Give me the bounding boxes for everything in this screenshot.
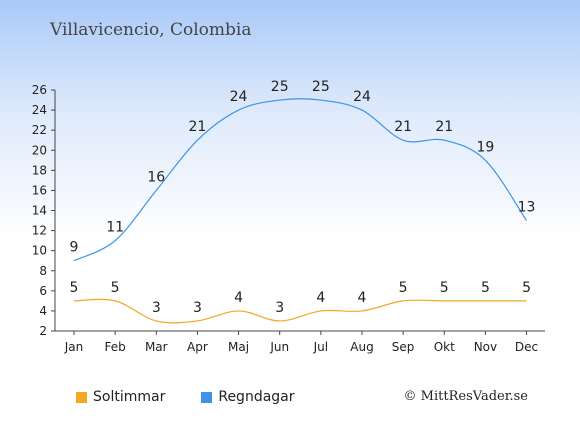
data-label-regndagar: 25	[312, 79, 330, 95]
x-tick-label: Dec	[515, 340, 538, 354]
legend-item-soltimmar: Soltimmar	[76, 389, 165, 405]
data-label-regndagar: 21	[435, 119, 453, 135]
y-tick-label: 6	[39, 284, 47, 298]
y-tick-label: 12	[32, 224, 47, 238]
chart-title: Villavicencio, Colombia	[50, 20, 252, 40]
y-tick-label: 22	[32, 123, 47, 137]
data-label-soltimmar: 5	[399, 280, 408, 296]
x-tick-label: Maj	[228, 340, 249, 354]
y-tick-label: 20	[32, 143, 47, 157]
data-label-soltimmar: 4	[316, 290, 325, 306]
x-tick-label: Feb	[105, 340, 126, 354]
y-tick-label: 4	[39, 304, 47, 318]
y-tick-label: 2	[39, 324, 47, 338]
data-label-soltimmar: 4	[358, 290, 367, 306]
data-label-soltimmar: 4	[234, 290, 243, 306]
y-tick-label: 16	[32, 183, 47, 197]
legend-label-regndagar: Regndagar	[218, 389, 295, 405]
y-tick-label: 8	[39, 264, 47, 278]
legend-label-soltimmar: Soltimmar	[93, 389, 166, 405]
data-label-regndagar: 24	[230, 89, 248, 105]
data-label-soltimmar: 5	[70, 280, 79, 296]
series-line-soltimmar	[73, 298, 527, 324]
x-tick-label: Okt	[434, 340, 455, 354]
x-tick-label: Apr	[187, 340, 208, 354]
x-tick-label: Jul	[313, 340, 328, 354]
data-label-soltimmar: 5	[522, 280, 531, 296]
y-tick-label: 10	[32, 244, 47, 258]
legend-swatch-regndagar	[201, 391, 213, 403]
data-label-regndagar: 16	[147, 169, 165, 185]
x-tick-label: Nov	[474, 340, 497, 354]
data-label-regndagar: 25	[271, 79, 289, 95]
data-label-regndagar: 19	[476, 139, 494, 155]
data-label-regndagar: 13	[518, 200, 536, 216]
data-label-soltimmar: 3	[193, 300, 202, 316]
y-tick-label: 26	[32, 83, 47, 97]
data-label-regndagar: 21	[394, 119, 412, 135]
data-label-regndagar: 24	[353, 89, 371, 105]
legend-item-regndagar: Regndagar	[201, 389, 295, 405]
data-label-soltimmar: 3	[152, 300, 161, 316]
y-tick-label: 14	[32, 204, 47, 218]
credit-text: © MittResVader.se	[403, 389, 528, 404]
data-label-regndagar: 9	[70, 240, 79, 256]
y-tick-label: 18	[32, 163, 47, 177]
x-tick-label: Jun	[269, 340, 289, 354]
x-tick-label: Jan	[64, 340, 84, 354]
data-label-soltimmar: 5	[440, 280, 449, 296]
legend-swatch-soltimmar	[76, 391, 87, 403]
data-label-regndagar: 11	[106, 220, 124, 236]
data-label-regndagar: 21	[189, 119, 207, 135]
data-label-soltimmar: 5	[111, 280, 120, 296]
legend: Soltimmar Regndagar	[76, 389, 331, 405]
x-tick-label: Mar	[145, 340, 168, 354]
data-label-soltimmar: 5	[481, 280, 490, 296]
y-tick-label: 24	[32, 103, 47, 117]
x-tick-label: Aug	[350, 340, 373, 354]
x-tick-label: Sep	[392, 340, 415, 354]
data-label-soltimmar: 3	[275, 300, 284, 316]
series-line-regndagar	[73, 98, 528, 262]
